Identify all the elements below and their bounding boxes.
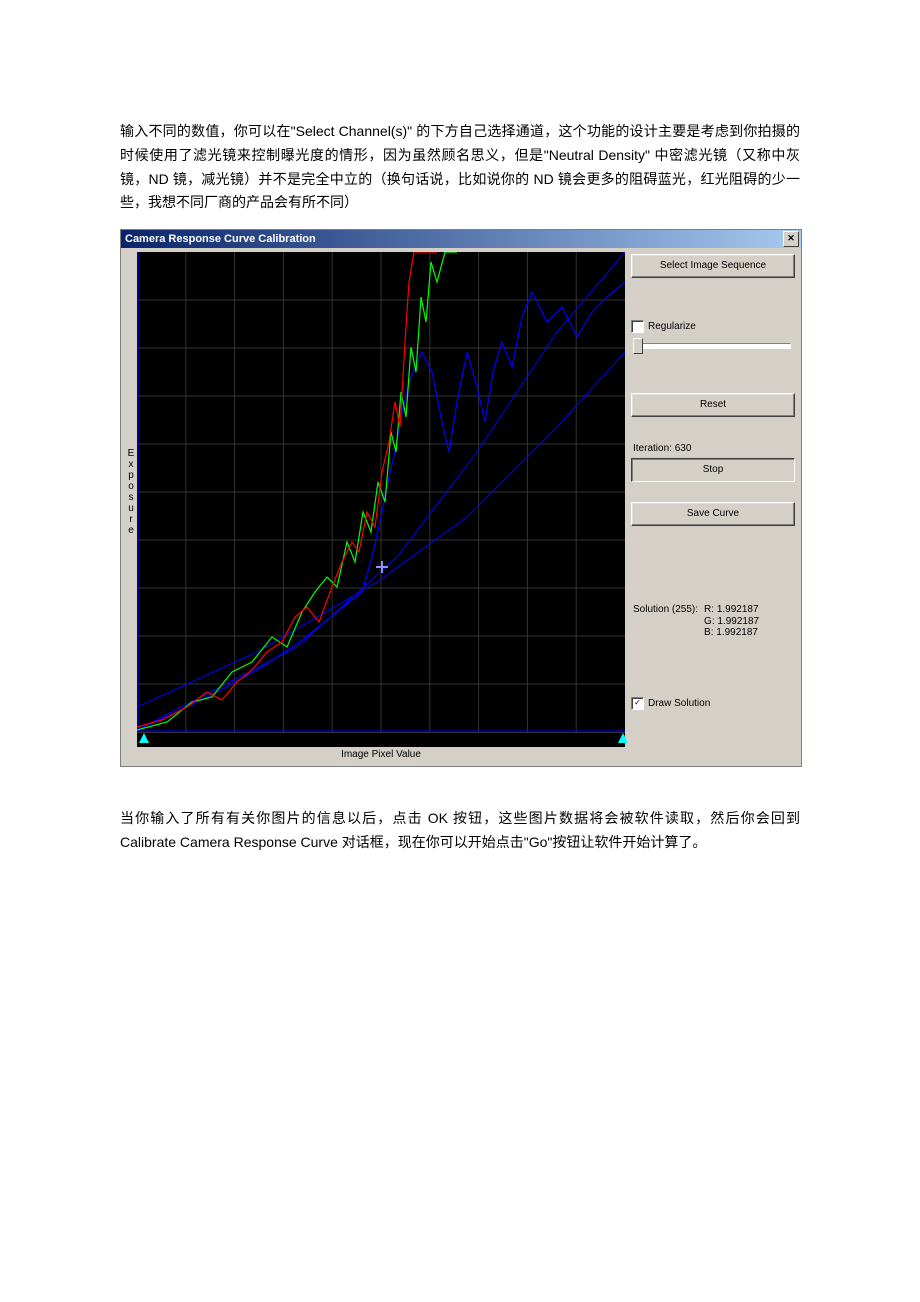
slider-thumb[interactable] — [633, 338, 643, 354]
regularize-row[interactable]: Regularize — [631, 320, 795, 333]
paragraph-1: 输入不同的数值，你可以在"Select Channel(s)" 的下方自己选择通… — [120, 120, 800, 215]
paragraph-2: 当你输入了所有有关你图片的信息以后，点击 OK 按钮，这些图片数据将会被软件读取… — [120, 807, 800, 855]
draw-solution-row[interactable]: ✓ Draw Solution — [631, 697, 795, 710]
solution-readout: Solution (255): R: 1.992187 G: 1.992187 … — [631, 604, 795, 639]
draw-solution-checkbox[interactable]: ✓ — [631, 697, 644, 710]
range-handle-right[interactable] — [618, 733, 628, 743]
solution-r: R: 1.992187 — [704, 604, 759, 616]
window-body: Exposure Image Pixel Value Select Image … — [121, 248, 801, 766]
sidebar-panel: Select Image Sequence Regularize Reset I… — [629, 252, 797, 762]
range-handle-left[interactable] — [139, 733, 149, 743]
y-axis-label: Exposure — [125, 252, 137, 732]
chart-svg — [137, 252, 625, 732]
chart-canvas[interactable] — [137, 252, 625, 732]
close-icon[interactable]: ✕ — [783, 231, 799, 247]
solution-b: B: 1.992187 — [704, 627, 759, 639]
reset-button[interactable]: Reset — [631, 393, 795, 417]
x-axis-label: Image Pixel Value — [125, 747, 625, 762]
document-page: 输入不同的数值，你可以在"Select Channel(s)" 的下方自己选择通… — [0, 0, 920, 909]
stop-button[interactable]: Stop — [631, 458, 795, 482]
select-image-sequence-button[interactable]: Select Image Sequence — [631, 254, 795, 278]
regularize-label: Regularize — [648, 321, 696, 332]
solution-label: Solution (255): — [633, 604, 698, 639]
chart-area: Exposure Image Pixel Value — [125, 252, 625, 762]
iteration-label: Iteration: 630 — [631, 443, 795, 454]
regularize-checkbox[interactable] — [631, 320, 644, 333]
calibration-window: Camera Response Curve Calibration ✕ Expo… — [120, 229, 802, 767]
solution-g: G: 1.992187 — [704, 616, 759, 628]
draw-solution-label: Draw Solution — [648, 698, 710, 709]
window-title: Camera Response Curve Calibration — [125, 233, 316, 245]
window-titlebar[interactable]: Camera Response Curve Calibration ✕ — [121, 230, 801, 248]
chart-range-strip[interactable] — [137, 732, 625, 747]
save-curve-button[interactable]: Save Curve — [631, 502, 795, 526]
regularize-slider[interactable] — [635, 343, 791, 349]
